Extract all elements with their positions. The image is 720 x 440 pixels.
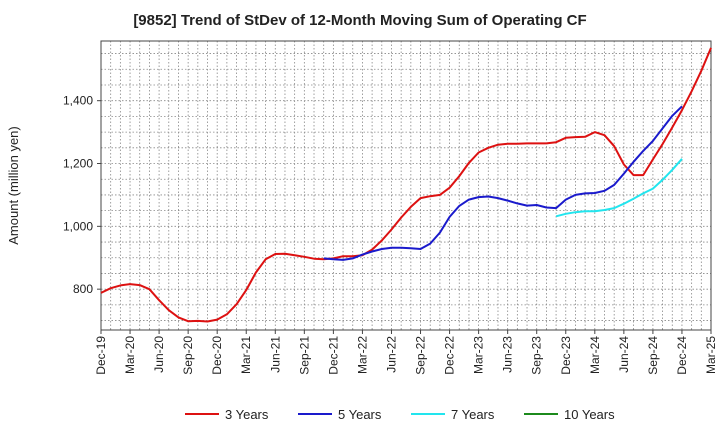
series-line-5-years [323, 105, 683, 261]
x-tick-label: Dec-21 [326, 336, 340, 375]
x-tick-label: Mar-23 [472, 336, 486, 374]
grid-layer [101, 41, 711, 330]
x-tick-label: Sep-20 [181, 336, 195, 375]
x-tick-label: Dec-23 [559, 336, 573, 375]
plot-frame [100, 40, 712, 331]
x-tick-label: Dec-20 [210, 336, 224, 375]
y-tick-label: 1,400 [63, 94, 93, 108]
x-tick-label: Sep-22 [414, 336, 428, 375]
x-tick-label: Jun-20 [152, 336, 166, 373]
x-tick-labels: Dec-19 Mar-20 Jun-20 Sep-20 Dec-20 Mar-21 Jun-… [94, 330, 718, 375]
legend-label-5-years: 5 Years [338, 407, 382, 422]
legend: 3 Years 5 Years 7 Years 10 Years [185, 407, 615, 422]
legend-label-10-years: 10 Years [564, 407, 615, 422]
x-tick-label: Dec-22 [443, 336, 457, 375]
series-line-3-years [100, 47, 712, 323]
x-tick-label: Jun-21 [268, 336, 282, 373]
legend-label-7-years: 7 Years [451, 407, 495, 422]
x-tick-label: Sep-24 [646, 336, 660, 375]
x-tick-label: Sep-23 [530, 336, 544, 375]
y-tick-label: 1,000 [63, 219, 93, 233]
chart-title: [9852] Trend of StDev of 12-Month Moving… [133, 12, 587, 29]
series-line-7-years [555, 158, 683, 218]
y-axis-title: Amount (million yen) [6, 126, 21, 245]
y-tick-labels: 800 1,000 1,200 1,400 [63, 94, 101, 296]
x-tick-label: Mar-20 [123, 336, 137, 374]
x-tick-label: Jun-22 [384, 336, 398, 373]
series-layer [100, 47, 712, 323]
x-tick-label: Jun-24 [617, 336, 631, 373]
y-tick-label: 800 [73, 282, 93, 296]
x-tick-label: Dec-19 [94, 336, 108, 375]
x-tick-label: Mar-21 [239, 336, 253, 374]
x-tick-label: Jun-23 [501, 336, 515, 373]
x-tick-label: Mar-22 [355, 336, 369, 374]
x-tick-label: Sep-21 [297, 336, 311, 375]
x-tick-label: Mar-24 [588, 336, 602, 374]
y-tick-label: 1,200 [63, 157, 93, 171]
x-tick-label: Mar-25 [704, 336, 718, 374]
x-tick-label: Dec-24 [675, 336, 689, 375]
legend-label-3-years: 3 Years [225, 407, 269, 422]
